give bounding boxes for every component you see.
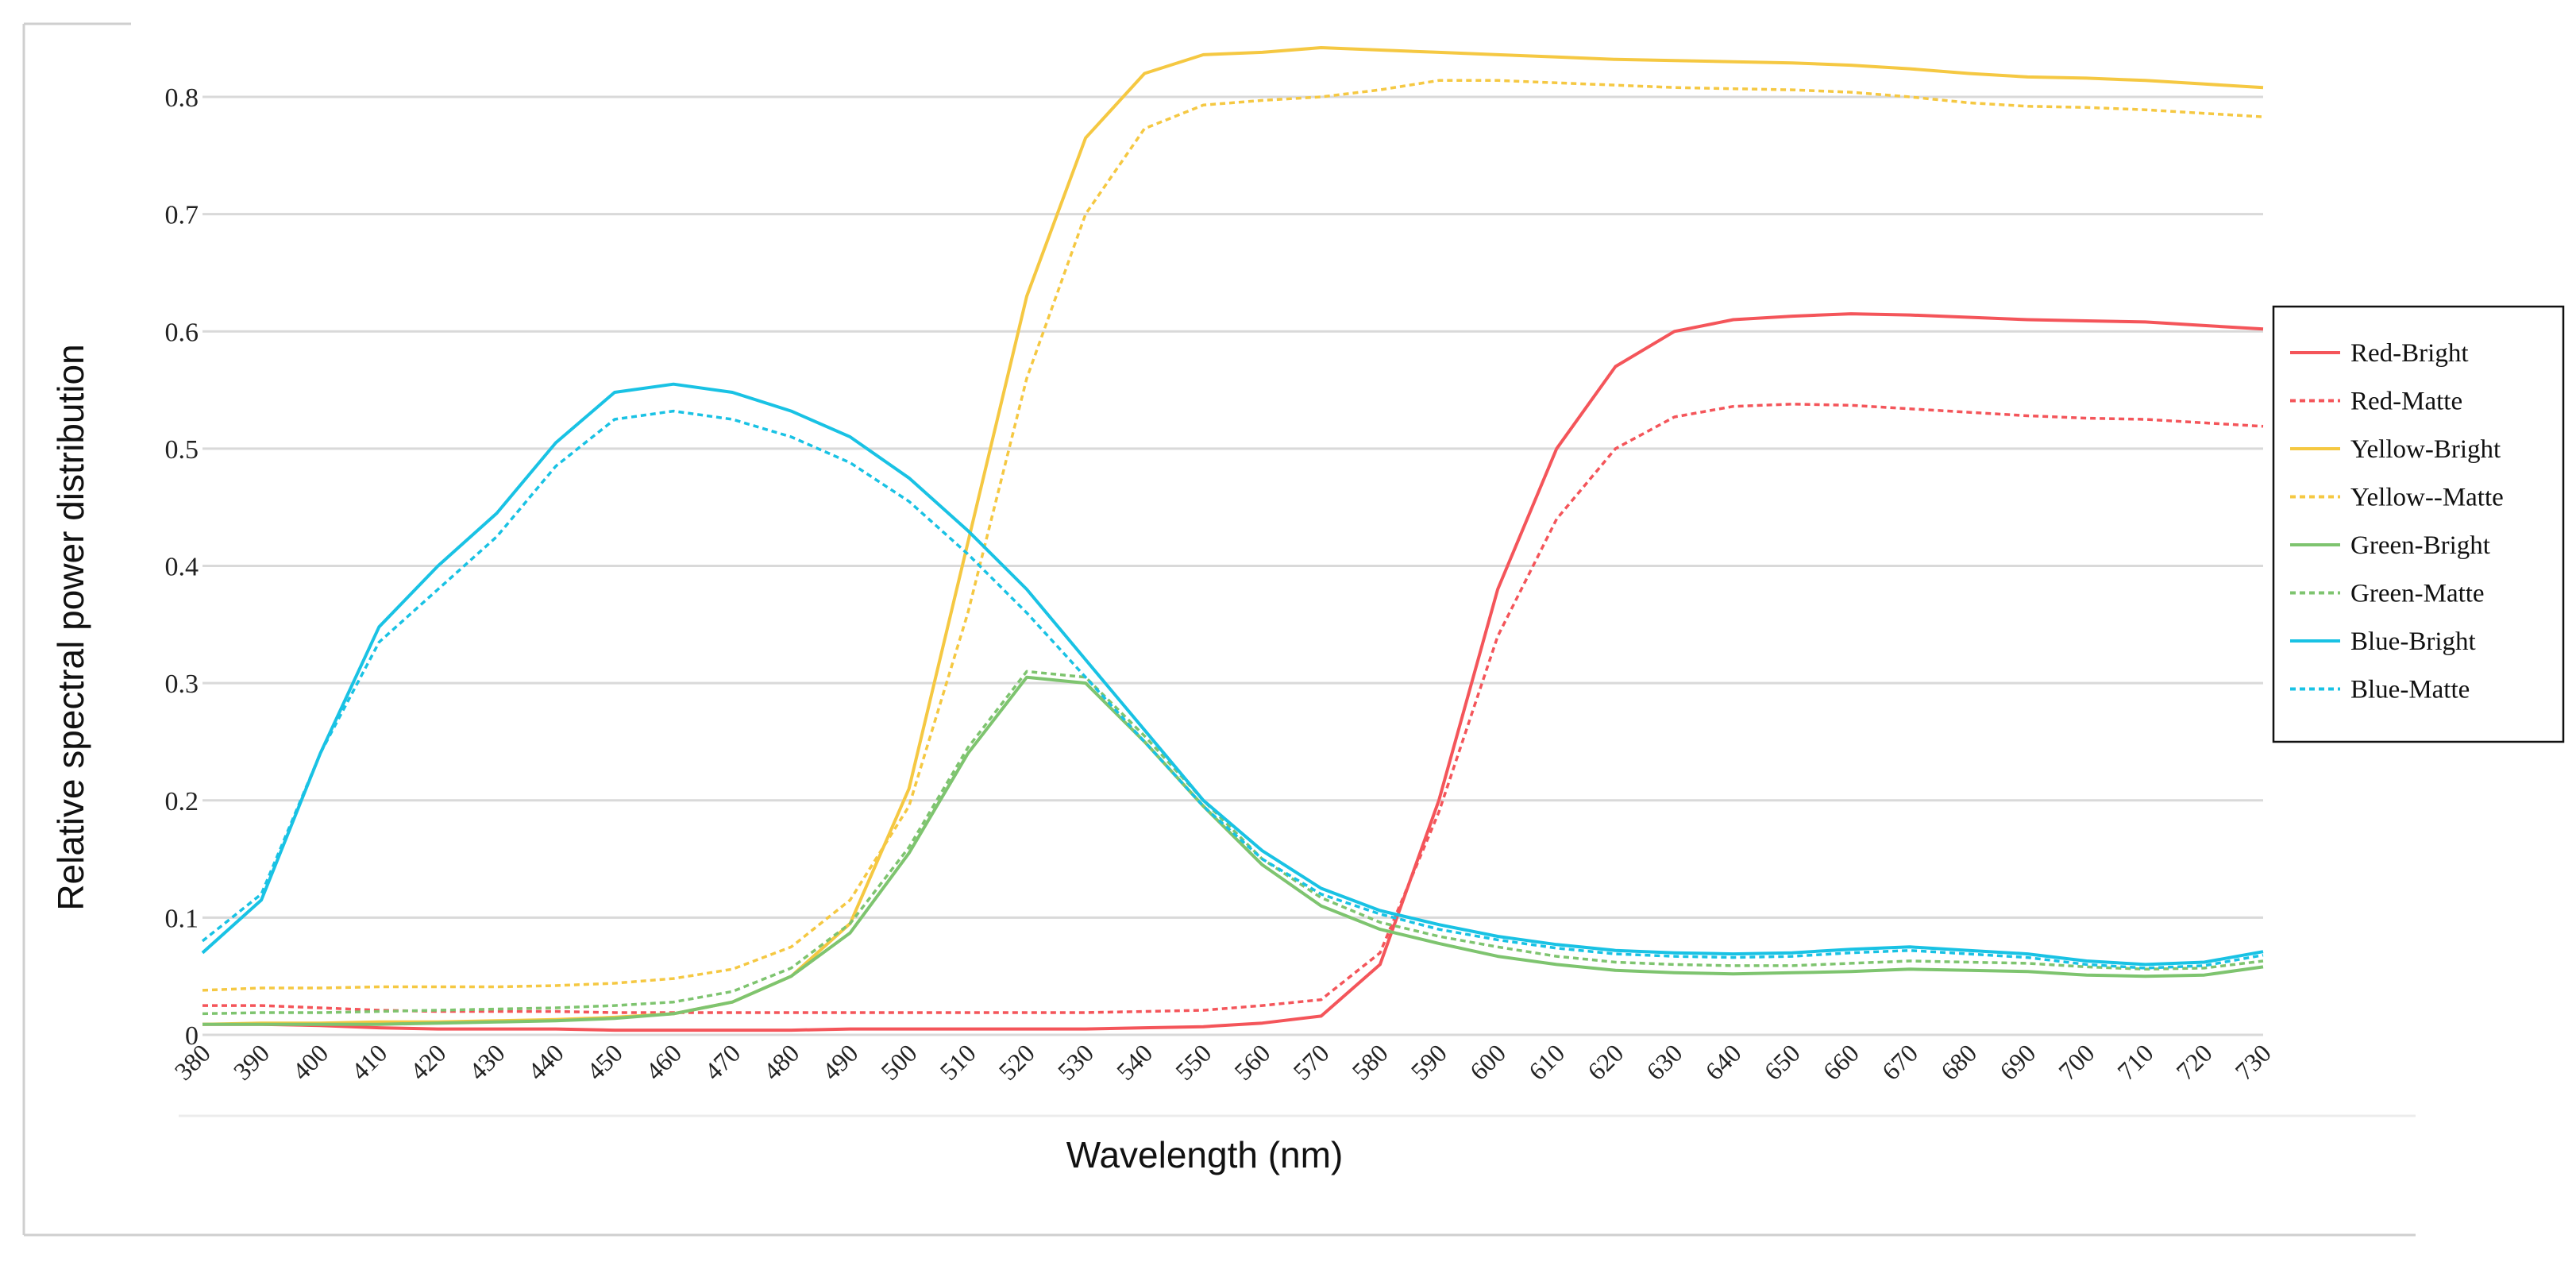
y-tick-label: 0.1 (165, 904, 199, 933)
x-tick-label: 530 (1052, 1038, 1099, 1085)
x-tick-label: 490 (816, 1038, 863, 1085)
x-tick-label: 710 (2111, 1038, 2158, 1085)
y-axis-ticks: 0 0.1 0.2 0.3 0.4 0.5 0.6 0.7 0.8 (165, 83, 199, 1051)
legend-label: Red-Matte (2350, 388, 2462, 416)
x-tick-label: 510 (934, 1038, 981, 1085)
legend-label: Yellow-Bright (2350, 435, 2501, 464)
x-tick-label: 630 (1641, 1038, 1687, 1085)
x-tick-label: 580 (1346, 1038, 1393, 1085)
y-tick-label: 0.7 (165, 201, 199, 230)
legend: Red-Bright Red-Matte Yellow-Bright Yellow--… (2272, 305, 2565, 743)
legend-label: Green-Bright (2350, 531, 2490, 560)
x-tick-label: 670 (1876, 1038, 1923, 1085)
x-tick-label: 380 (169, 1038, 216, 1085)
x-tick-label: 700 (2053, 1038, 2100, 1085)
legend-label: Blue-Bright (2350, 627, 2476, 656)
gridlines (202, 95, 2263, 1036)
y-tick-label: 0 (185, 1021, 199, 1051)
x-tick-label: 560 (1228, 1038, 1275, 1085)
series-line-green-matte (202, 670, 2264, 1016)
x-tick-label: 410 (345, 1038, 392, 1085)
y-tick-label: 0.3 (165, 670, 199, 699)
x-tick-label: 660 (1818, 1038, 1865, 1085)
y-tick-label: 0.2 (165, 787, 199, 816)
x-tick-label: 650 (1758, 1038, 1805, 1085)
y-axis-title: Relative spectral power distribution (50, 344, 91, 910)
x-tick-label: 480 (758, 1038, 804, 1085)
x-tick-label: 550 (1170, 1038, 1217, 1085)
x-tick-label: 420 (404, 1038, 451, 1085)
x-tick-label: 460 (640, 1038, 687, 1085)
x-tick-label: 430 (463, 1038, 510, 1085)
x-tick-label: 390 (228, 1038, 275, 1085)
legend-label: Green-Matte (2350, 580, 2485, 608)
x-tick-label: 620 (1582, 1038, 1629, 1085)
y-tick-label: 0.4 (165, 553, 199, 582)
x-tick-label: 520 (993, 1038, 1040, 1085)
x-tick-label: 570 (1287, 1038, 1334, 1085)
x-tick-label: 590 (1406, 1038, 1452, 1085)
x-tick-label: 640 (1699, 1038, 1746, 1085)
legend-label: Blue-Matte (2350, 676, 2470, 704)
x-tick-label: 470 (699, 1038, 746, 1085)
x-tick-label: 720 (2170, 1038, 2217, 1085)
x-axis-ticks: 380 390 400 410 420 430 440 450 460 470 480 490 500 5… (169, 1038, 2277, 1085)
y-tick-label: 0.6 (165, 318, 199, 347)
x-tick-label: 690 (1994, 1038, 2041, 1085)
legend-label: Yellow--Matte (2350, 484, 2504, 512)
series-line-blue-bright (201, 382, 2264, 967)
legend-label: Red-Bright (2350, 339, 2468, 368)
series-lines (201, 46, 2264, 1032)
x-tick-label: 680 (1935, 1038, 1982, 1085)
y-tick-label: 0.5 (165, 435, 199, 465)
series-line-yellow-bright (202, 46, 2264, 1026)
x-tick-label: 440 (522, 1038, 569, 1085)
series-line-yellow-matte (202, 79, 2264, 992)
x-tick-label: 730 (2230, 1038, 2277, 1085)
series-line-red-bright (202, 312, 2264, 1032)
x-tick-label: 400 (287, 1038, 334, 1085)
legend-box (2272, 305, 2565, 743)
series-line-green-bright (202, 675, 2264, 1026)
x-tick-label: 610 (1523, 1038, 1570, 1085)
x-axis-title: Wavelength (nm) (1066, 1134, 1344, 1175)
y-tick-label: 0.8 (165, 83, 199, 113)
x-tick-label: 450 (581, 1038, 628, 1085)
series-line-red-matte (202, 403, 2264, 1014)
x-tick-label: 600 (1464, 1038, 1511, 1085)
x-tick-label: 540 (1111, 1038, 1158, 1085)
x-tick-label: 500 (875, 1038, 922, 1085)
